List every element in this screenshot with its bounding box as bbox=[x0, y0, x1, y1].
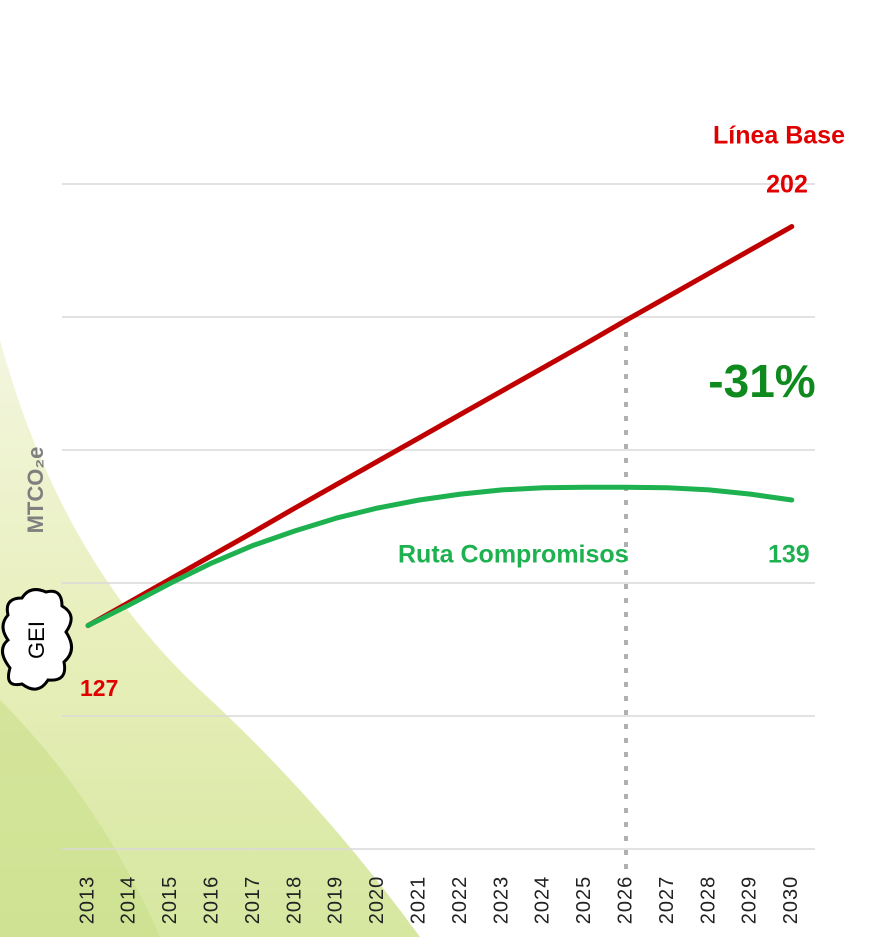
x-tick-label: 2015 bbox=[159, 876, 181, 925]
annotation: 202 bbox=[766, 171, 808, 199]
plot bbox=[85, 224, 795, 629]
annotation: Ruta Compromisos bbox=[398, 541, 629, 569]
x-tick-label: 2016 bbox=[200, 876, 222, 925]
x-tick-label: 2013 bbox=[76, 876, 98, 925]
y-axis-label: MTCO₂e bbox=[23, 447, 48, 534]
series-line bbox=[85, 484, 795, 629]
x-tick-label: 2023 bbox=[490, 876, 512, 925]
x-tick-label: 2022 bbox=[449, 876, 471, 925]
x-tick-label: 2014 bbox=[118, 876, 140, 925]
x-tick-label: 2024 bbox=[532, 876, 554, 925]
x-tick-label: 2029 bbox=[739, 876, 761, 925]
x-tick-label: 2025 bbox=[573, 876, 595, 925]
x-tick-label: 2027 bbox=[656, 876, 678, 925]
x-tick-label: 2026 bbox=[614, 876, 636, 925]
x-tick-label: 2030 bbox=[780, 876, 802, 925]
background-shape bbox=[0, 340, 420, 937]
x-tick-label: 2017 bbox=[242, 876, 264, 925]
annotation: -31% bbox=[708, 355, 815, 407]
x-tick-label: 2021 bbox=[407, 876, 429, 925]
background-shape bbox=[0, 700, 160, 937]
annotation: 139 bbox=[768, 541, 810, 569]
cloud-icon bbox=[1, 588, 73, 691]
icon-label: GEI bbox=[24, 621, 49, 659]
x-tick-label: 2020 bbox=[366, 876, 388, 925]
x-tick-label: 2019 bbox=[325, 876, 347, 925]
grid bbox=[62, 183, 815, 850]
annotation: 127 bbox=[80, 675, 118, 701]
series-line bbox=[85, 224, 795, 629]
x-tick-label: 2018 bbox=[283, 876, 305, 925]
x-tick-label: 2028 bbox=[697, 876, 719, 925]
annotation: Línea Base bbox=[713, 122, 845, 150]
